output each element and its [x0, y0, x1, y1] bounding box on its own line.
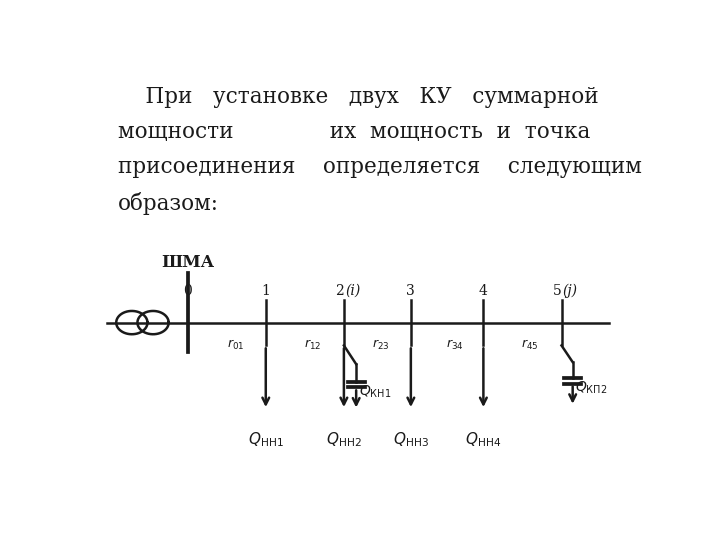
Text: мощности              их  мощность  и  точка: мощности их мощность и точка: [118, 121, 590, 143]
Text: $Q_{\mathrm{КН1}}$: $Q_{\mathrm{КН1}}$: [359, 384, 392, 400]
Text: присоединения    определяется    следующим: присоединения определяется следующим: [118, 156, 642, 178]
Text: $r_{01}$: $r_{01}$: [227, 339, 244, 353]
Text: 3: 3: [407, 284, 415, 298]
Text: (j): (j): [562, 284, 577, 298]
Text: При   установке   двух   КУ   суммарной: При установке двух КУ суммарной: [118, 85, 598, 107]
Text: ШМА: ШМА: [161, 254, 215, 271]
Text: (i): (i): [345, 284, 360, 298]
Text: 2: 2: [335, 284, 344, 298]
Text: $Q_{\mathrm{НН4}}$: $Q_{\mathrm{НН4}}$: [465, 431, 501, 449]
Text: $Q_{\mathrm{НН3}}$: $Q_{\mathrm{НН3}}$: [393, 431, 429, 449]
Text: 4: 4: [479, 284, 488, 298]
Text: $r_{23}$: $r_{23}$: [372, 339, 390, 353]
Text: $Q_{\mathrm{НН2}}$: $Q_{\mathrm{НН2}}$: [326, 431, 361, 449]
Text: $Q_{\mathrm{НН1}}$: $Q_{\mathrm{НН1}}$: [248, 431, 284, 449]
Text: 1: 1: [261, 284, 270, 298]
Text: $r_{45}$: $r_{45}$: [521, 339, 539, 353]
Text: образом:: образом:: [118, 192, 219, 214]
Text: $Q_{\mathrm{КП2}}$: $Q_{\mathrm{КП2}}$: [575, 380, 608, 396]
Text: $r_{34}$: $r_{34}$: [446, 339, 464, 353]
Text: 5: 5: [553, 284, 562, 298]
Text: $r_{12}$: $r_{12}$: [304, 339, 321, 353]
Text: 0: 0: [184, 284, 192, 298]
